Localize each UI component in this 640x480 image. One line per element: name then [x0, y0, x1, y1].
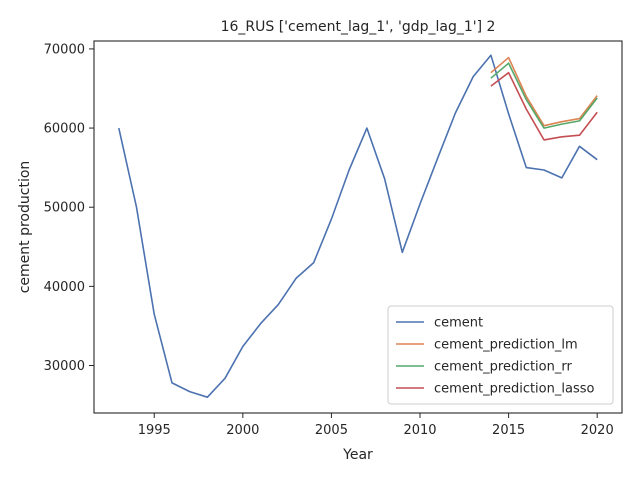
- y-tick-label: 70000: [44, 42, 85, 57]
- x-tick-label: 2015: [492, 423, 525, 438]
- x-axis-title: Year: [342, 447, 373, 463]
- plot-area-border: [93, 40, 623, 414]
- legend-label: cement: [434, 316, 483, 331]
- series-line-cement-prediction-lm: [490, 56, 598, 127]
- y-tick-label: 50000: [44, 201, 85, 216]
- y-axis: 30000 40000 50000 60000 70000: [44, 42, 94, 374]
- legend-label: cement_prediction_lm: [434, 338, 578, 353]
- axes-frame: [93, 40, 623, 414]
- y-tick-label: 30000: [44, 359, 85, 374]
- x-tick-label: 2020: [581, 423, 614, 438]
- series-line-cement: [118, 54, 598, 399]
- y-tick-label: 60000: [44, 122, 85, 137]
- series-line-cement-prediction-rr: [490, 62, 598, 129]
- chart-title: 16_RUS ['cement_lag_1', 'gdp_lag_1'] 2: [221, 19, 496, 35]
- y-tick-label: 40000: [44, 280, 85, 295]
- legend-label: cement_prediction_rr: [434, 360, 572, 375]
- legend-box: [387, 305, 614, 405]
- x-tick-label: 2000: [226, 423, 259, 438]
- legend: cement cement_prediction_lm cement_predict…: [387, 305, 614, 405]
- x-tick-label: 2010: [403, 423, 436, 438]
- x-tick-label: 2005: [315, 423, 348, 438]
- legend-label: cement_prediction_lasso: [434, 382, 594, 397]
- x-tick-label: 1995: [138, 423, 171, 438]
- series-line-cement-prediction-lasso: [490, 71, 598, 141]
- y-axis-title: cement production: [17, 161, 33, 294]
- x-axis: 1995 2000 2005 2010 2015 2020: [138, 413, 614, 438]
